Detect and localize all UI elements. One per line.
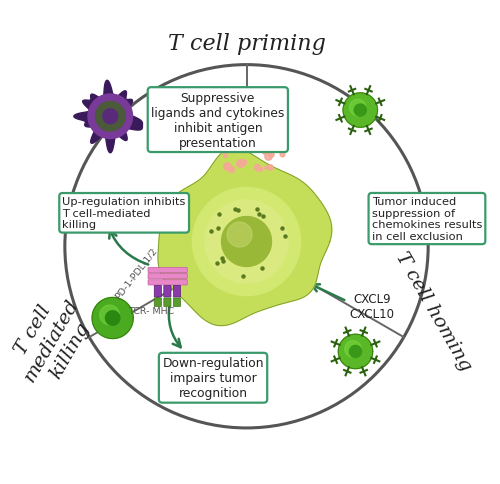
- Polygon shape: [227, 223, 252, 247]
- Polygon shape: [354, 105, 366, 117]
- FancyBboxPatch shape: [148, 274, 187, 279]
- Text: Down-regulation
impairs tumor
recognition: Down-regulation impairs tumor recognitio…: [162, 357, 264, 399]
- Text: Up-regulation inhibits
T cell-mediated
killing: Up-regulation inhibits T cell-mediated k…: [62, 197, 186, 230]
- Polygon shape: [158, 149, 332, 326]
- FancyBboxPatch shape: [164, 298, 171, 307]
- Polygon shape: [192, 188, 300, 296]
- Polygon shape: [106, 311, 120, 326]
- Polygon shape: [205, 200, 288, 284]
- FancyBboxPatch shape: [174, 298, 180, 307]
- Polygon shape: [343, 93, 378, 128]
- Polygon shape: [96, 102, 125, 132]
- Polygon shape: [100, 305, 119, 325]
- Polygon shape: [338, 334, 372, 369]
- FancyBboxPatch shape: [148, 268, 187, 273]
- Polygon shape: [350, 100, 366, 117]
- Text: T cell homing: T cell homing: [392, 249, 474, 374]
- Polygon shape: [103, 109, 118, 124]
- Text: Suppressive
ligands and cytokines
inhibit antigen
presentation: Suppressive ligands and cytokines inhibi…: [151, 91, 284, 149]
- FancyBboxPatch shape: [154, 298, 162, 307]
- Text: CXCL9
CXCL10: CXCL9 CXCL10: [350, 292, 395, 320]
- Polygon shape: [222, 217, 272, 267]
- Polygon shape: [344, 341, 361, 357]
- FancyBboxPatch shape: [154, 286, 162, 297]
- Text: Tumor induced
suppression of
chemokines results
in cell exclusion: Tumor induced suppression of chemokines …: [372, 197, 482, 242]
- Polygon shape: [350, 346, 362, 358]
- Polygon shape: [92, 298, 133, 339]
- Polygon shape: [74, 81, 142, 153]
- Text: PD-1-PDL-1/2: PD-1-PDL-1/2: [113, 246, 158, 301]
- Text: TCR- MHC: TCR- MHC: [128, 307, 174, 316]
- Text: T cell
mediated
killing: T cell mediated killing: [2, 285, 100, 394]
- FancyBboxPatch shape: [164, 286, 171, 297]
- Text: T cell priming: T cell priming: [168, 33, 326, 55]
- FancyBboxPatch shape: [148, 280, 187, 286]
- Polygon shape: [88, 95, 132, 139]
- FancyBboxPatch shape: [174, 286, 180, 297]
